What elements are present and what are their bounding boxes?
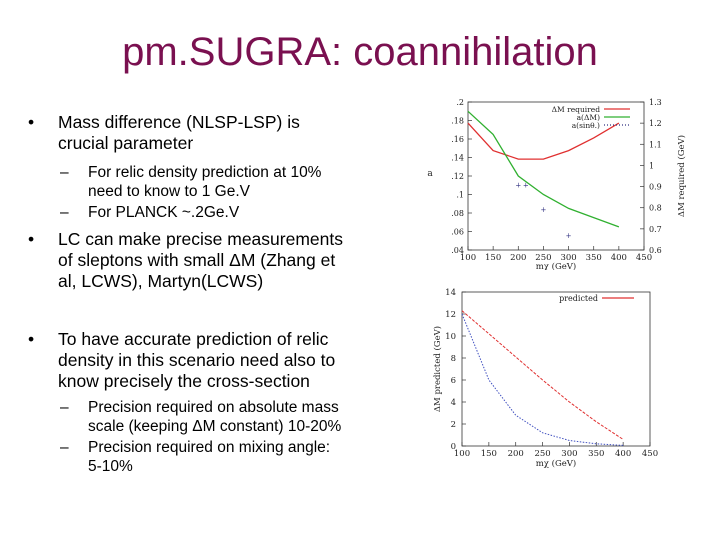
relic-chart-top: 100 150 200 250 300 350 400 450 .04 .06 .08 .1 .12 .1… bbox=[427, 98, 687, 270]
y-left-tick-label: .06 bbox=[451, 228, 464, 237]
plot-frame bbox=[461, 291, 651, 447]
sub-bullet-1-1-text: For relic density prediction at 10% need… bbox=[88, 164, 322, 200]
y-right-tick-label: 0.7 bbox=[649, 225, 662, 234]
legend-label: predicted bbox=[559, 294, 598, 303]
series-point-a-sin: + bbox=[566, 232, 572, 240]
dash-glyph: – bbox=[60, 164, 69, 181]
y-tick-label: 14 bbox=[445, 288, 456, 298]
series-point-a-sin: + bbox=[515, 181, 521, 189]
series-line-a-dm bbox=[467, 110, 620, 228]
y-left-axis-label: a bbox=[427, 169, 433, 179]
slide-title: pm.SUGRA: coannihilation bbox=[122, 30, 598, 74]
sub-bullet-3-1-text: Precision required on absolute mass scal… bbox=[88, 399, 342, 435]
x-tick-label: 300 bbox=[561, 449, 577, 459]
x-tick-label: 450 bbox=[636, 253, 652, 263]
bullet-1-text: Mass difference (NLSP-LSP) is crucial pa… bbox=[58, 112, 300, 153]
sub-bullet-3-2: – Precision required on mixing angle: 5-… bbox=[28, 438, 348, 476]
bullet-3: • To have accurate prediction of relic d… bbox=[28, 329, 348, 392]
y-right-tick-label: 0.9 bbox=[649, 183, 662, 192]
x-tick-label: 350 bbox=[588, 449, 604, 459]
sub-bullet-3-1: – Precision required on absolute mass sc… bbox=[28, 398, 348, 436]
series-line-dm-required bbox=[467, 122, 620, 160]
relic-chart-bottom: 100 150 200 250 300 350 400 450 0 2 4 6 8 10 12 14 mχ (G… bbox=[432, 288, 658, 469]
dash-glyph: – bbox=[60, 204, 69, 221]
y-tick-label: 0 bbox=[451, 442, 456, 452]
x-tick-label: 150 bbox=[481, 449, 497, 459]
y-tick-label: 10 bbox=[445, 332, 456, 342]
y-left-tick-label: .08 bbox=[451, 209, 464, 218]
bullet-3-text: To have accurate prediction of relic den… bbox=[58, 329, 336, 391]
y-left-tick-label: .16 bbox=[451, 135, 464, 144]
y-tick-label: 2 bbox=[451, 420, 456, 430]
series-line-predicted bbox=[461, 310, 624, 440]
x-tick-label: 300 bbox=[560, 253, 576, 263]
y-left-tick-label: .12 bbox=[451, 172, 464, 181]
bullet-list: • Mass difference (NLSP-LSP) is crucial … bbox=[28, 112, 348, 476]
x-tick-label: 350 bbox=[586, 253, 602, 263]
sub-bullet-3-2-text: Precision required on mixing angle: 5-10… bbox=[88, 439, 331, 475]
x-axis-label: mχ (GeV) bbox=[536, 261, 577, 270]
y-tick-label: 4 bbox=[451, 398, 456, 408]
y-tick-label: 6 bbox=[451, 376, 456, 386]
y-right-tick-label: 0.6 bbox=[649, 246, 662, 255]
y-tick-label: 12 bbox=[445, 310, 456, 320]
y-left-tick-label: .2 bbox=[456, 98, 464, 107]
x-tick-label: 400 bbox=[615, 449, 631, 459]
y-right-tick-label: 1.2 bbox=[649, 119, 662, 128]
bullet-glyph: • bbox=[28, 229, 35, 249]
sub-bullet-1-2: – For PLANCK ~.2Ge.V bbox=[28, 203, 348, 222]
bullet-2: • LC can make precise measurements of sl… bbox=[28, 229, 348, 292]
x-tick-label: 200 bbox=[508, 449, 524, 459]
legend-label: a(ΔM) bbox=[577, 113, 600, 122]
y-left-tick-label: .04 bbox=[451, 246, 464, 255]
x-tick-label: 200 bbox=[510, 253, 526, 263]
series-line-secondary bbox=[461, 313, 624, 446]
legend-label: ΔM required bbox=[552, 105, 601, 114]
dash-glyph: – bbox=[60, 439, 69, 456]
y-tick-label: 8 bbox=[451, 354, 456, 364]
x-tick-label: 100 bbox=[460, 253, 476, 263]
y-right-tick-label: 1.1 bbox=[649, 140, 662, 149]
bullet-2-text: LC can make precise measurements of slep… bbox=[58, 229, 343, 291]
series-point-a-sin: + bbox=[540, 206, 546, 214]
y-left-tick-label: .14 bbox=[451, 154, 464, 163]
y-right-tick-label: 1 bbox=[649, 161, 654, 170]
bullet-1: • Mass difference (NLSP-LSP) is crucial … bbox=[28, 112, 348, 154]
y-right-axis-label: ΔM required (GeV) bbox=[676, 135, 687, 217]
x-tick-label: 100 bbox=[454, 449, 470, 459]
x-tick-label: 250 bbox=[535, 253, 551, 263]
y-left-tick-label: .1 bbox=[456, 191, 464, 200]
x-tick-label: 400 bbox=[611, 253, 627, 263]
x-tick-label: 250 bbox=[534, 449, 550, 459]
y-left-tick-label: .18 bbox=[451, 117, 464, 126]
sub-bullet-1-2-text: For PLANCK ~.2Ge.V bbox=[88, 204, 240, 221]
y-right-tick-label: 1.3 bbox=[649, 98, 662, 107]
series-point-a-sin: + bbox=[523, 181, 529, 189]
bullet-glyph: • bbox=[28, 112, 35, 132]
bullet-glyph: • bbox=[28, 329, 35, 349]
sub-bullet-1-1: – For relic density prediction at 10% ne… bbox=[28, 163, 348, 201]
dash-glyph: – bbox=[60, 399, 69, 416]
x-tick-label: 450 bbox=[642, 449, 658, 459]
legend-label: a(sinθ.) bbox=[572, 121, 600, 130]
x-axis-label: mχ (GeV) bbox=[536, 458, 577, 469]
y-axis-label: ΔM predicted (GeV) bbox=[432, 326, 443, 412]
x-tick-label: 150 bbox=[485, 253, 501, 263]
y-right-tick-label: 0.8 bbox=[649, 204, 662, 213]
